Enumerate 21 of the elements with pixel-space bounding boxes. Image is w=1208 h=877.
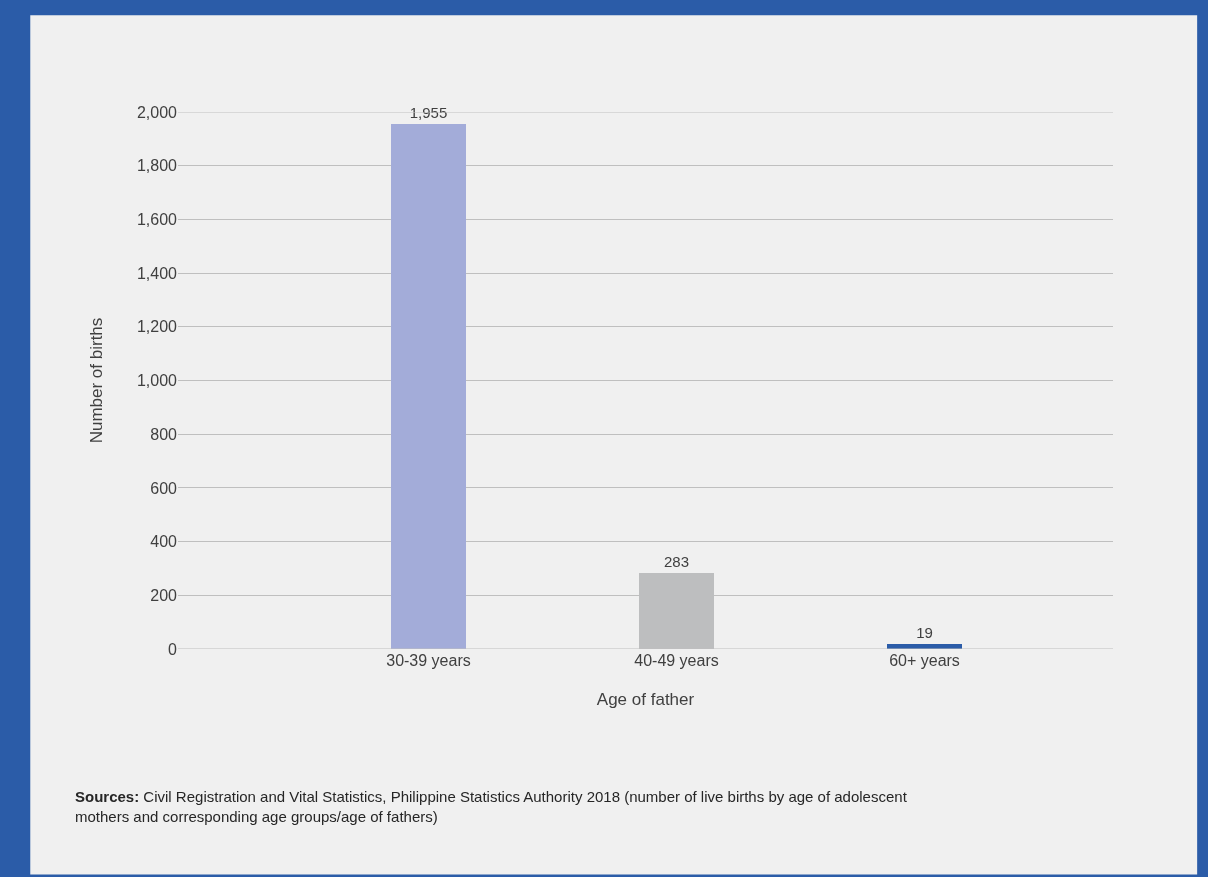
y-axis-title: Number of births [86,317,106,444]
y-tick-label: 1,400 [136,264,178,282]
y-tick-label: 800 [150,425,178,443]
source-note: Sources: Civil Registration and Vital Statistics, Philippine Statistics Authority 2018 (number of live births by age of adolescent mothers and corresponding age groups/age of fathers) [75,788,908,825]
y-tick-label: 1,000 [136,372,178,390]
x-tick-label: 60+ years [889,652,960,669]
data-label: 1,955 [409,104,448,121]
bar [391,124,466,649]
y-tick-label: 600 [150,479,178,497]
y-tick-label: 1,600 [136,211,178,228]
y-tick-label: 200 [150,586,178,604]
x-tick-label: 40-49 years [634,652,719,669]
y-tick-label: 1,200 [136,318,178,336]
x-axis-title: Age of father [596,690,695,710]
y-tick-label: 400 [150,533,178,551]
y-tick-label: 1,800 [136,157,178,175]
x-tick-label: 30-39 years [386,652,471,669]
data-label: 19 [916,624,933,641]
data-label: 283 [663,553,690,570]
y-tick-label: 0 [168,640,178,658]
y-tick-label: 2,000 [136,103,178,121]
